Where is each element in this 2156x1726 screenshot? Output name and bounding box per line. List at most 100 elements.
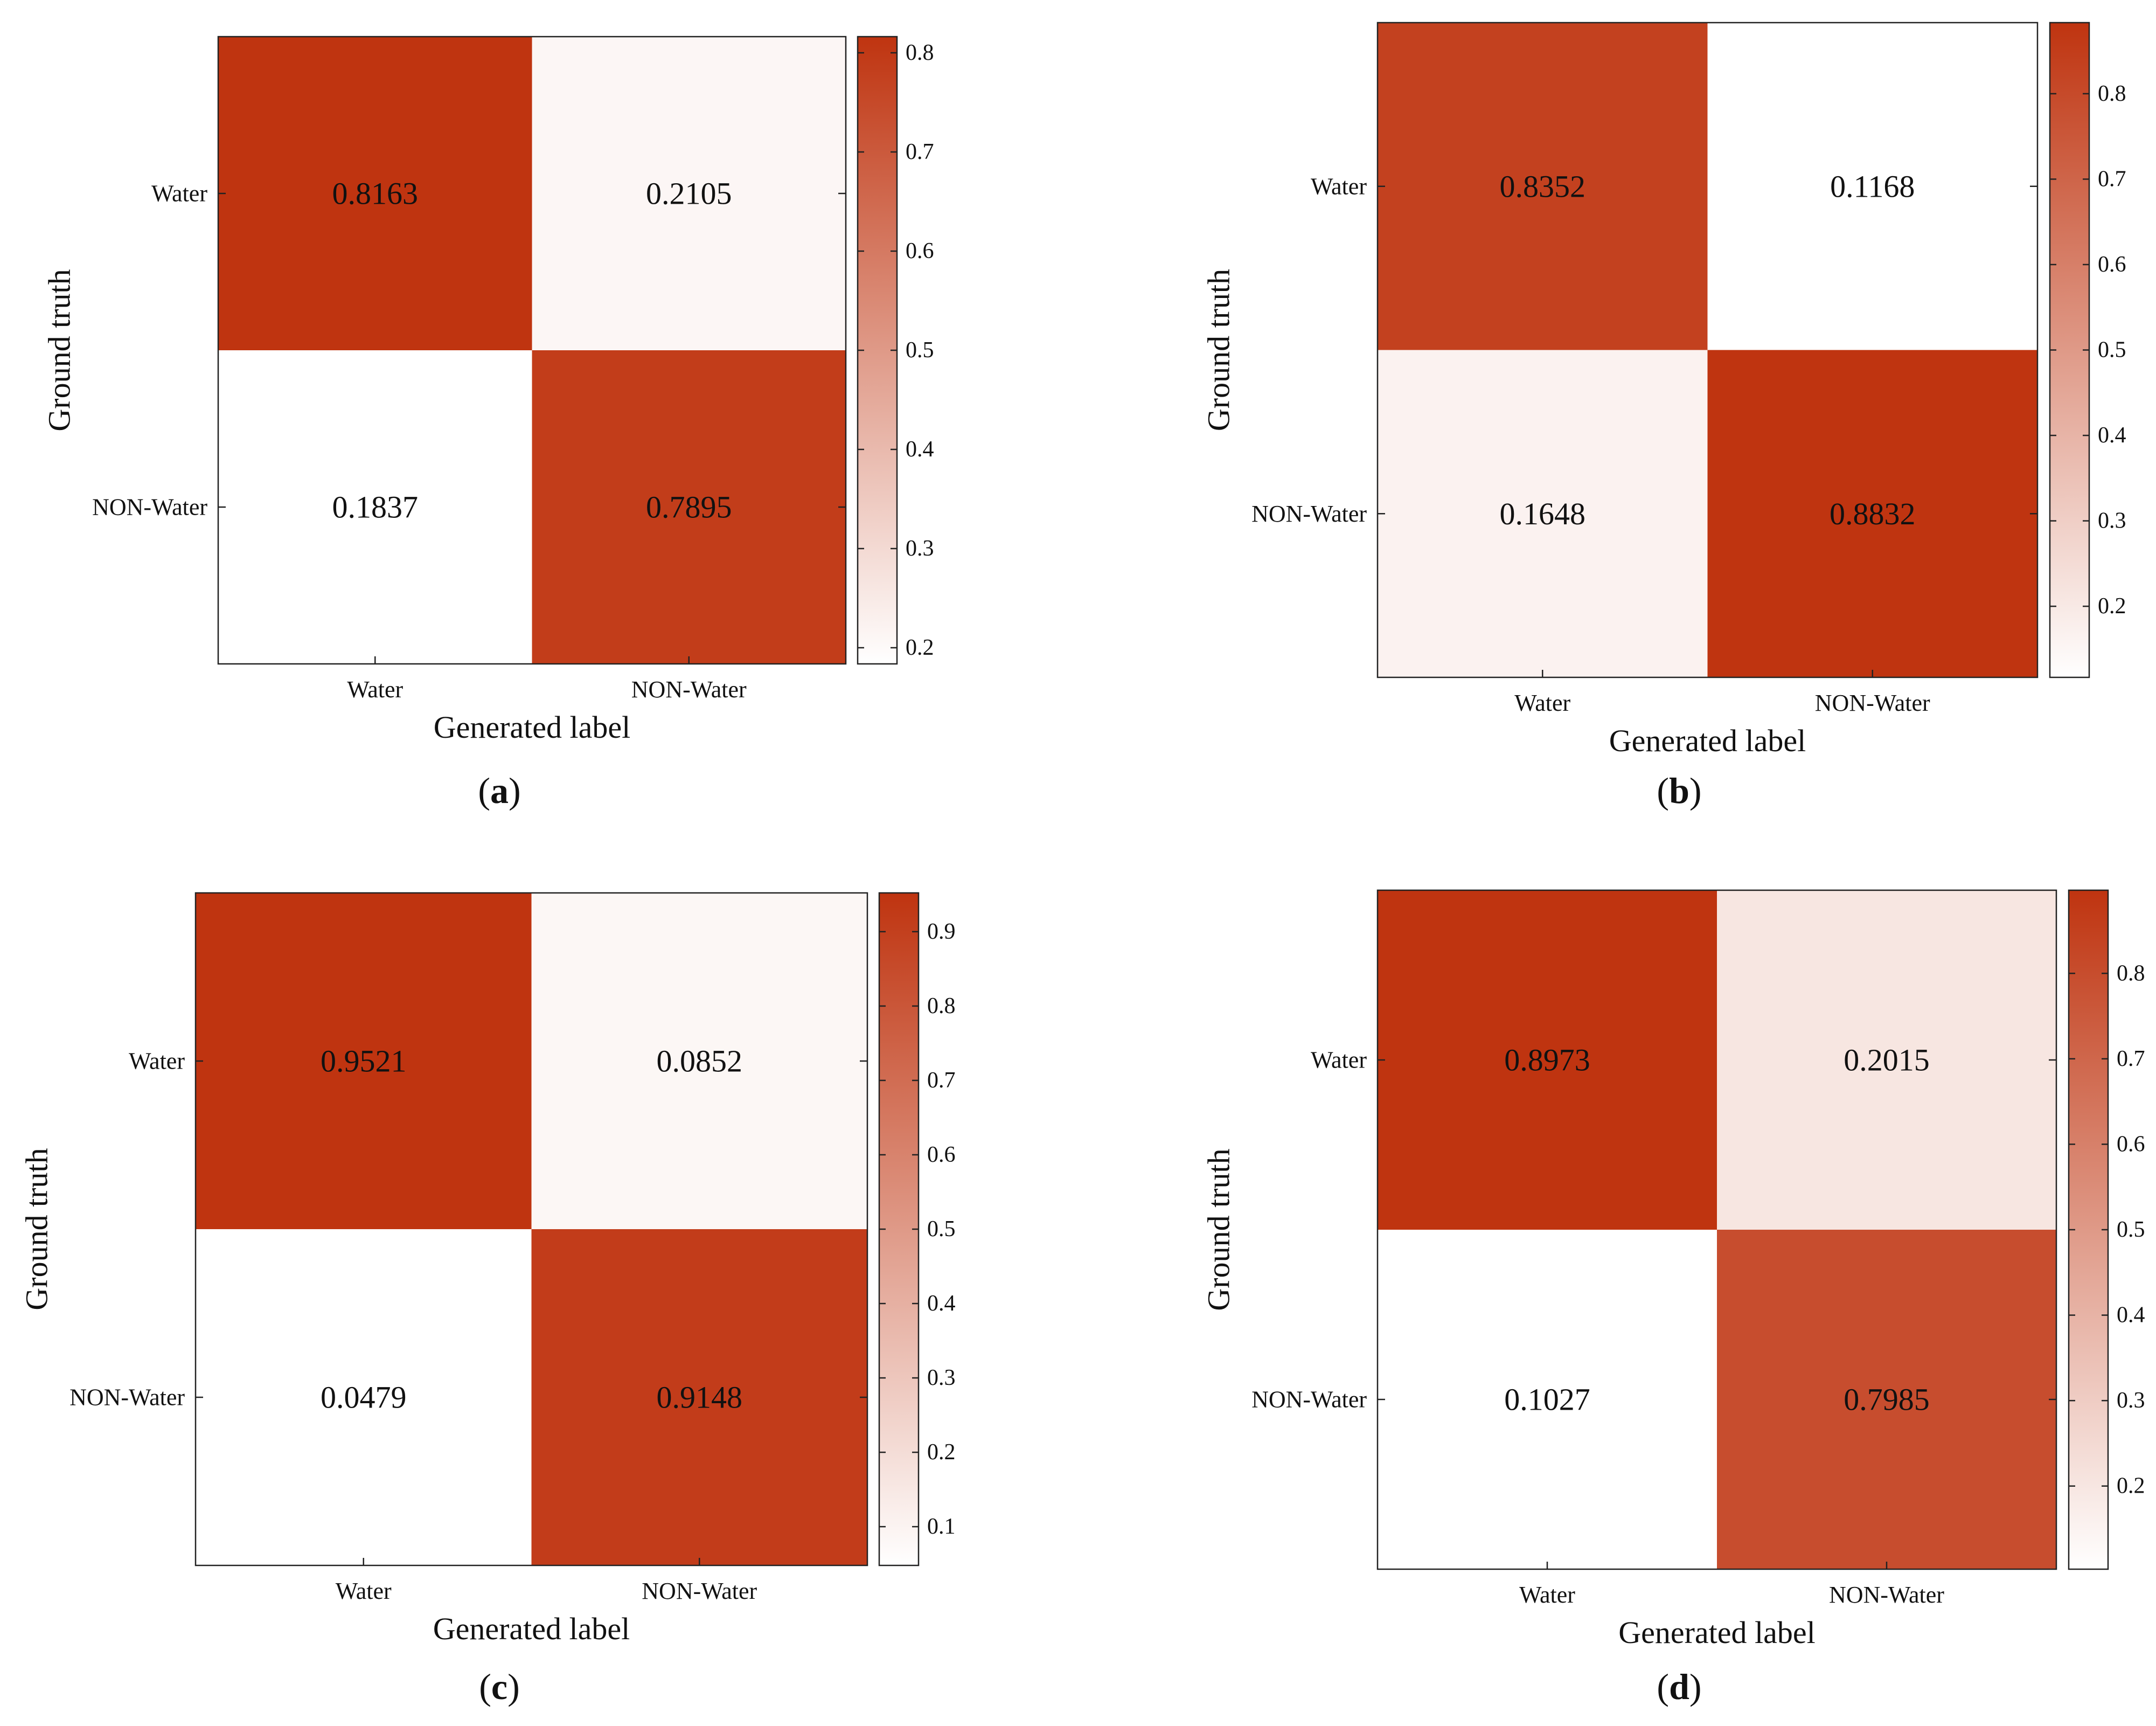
y-axis-label-a: Ground truth bbox=[42, 269, 77, 431]
cell-value-b-r1-c1: 0.8832 bbox=[1830, 496, 1916, 531]
cell-value-a-r1-c0: 0.1837 bbox=[332, 490, 419, 525]
colorbar-tick-label-c-7: 0.8 bbox=[927, 994, 956, 1018]
heatmap-cell-a-r1-c0 bbox=[218, 350, 532, 664]
colorbar-tick-label-d-0: 0.2 bbox=[2117, 1474, 2145, 1499]
cell-value-c-r1-c1: 0.9148 bbox=[657, 1380, 743, 1415]
colorbar-tick-label-b-5: 0.7 bbox=[2098, 167, 2126, 191]
colorbar-a bbox=[858, 37, 897, 664]
colorbar-tick-label-d-6: 0.8 bbox=[2117, 961, 2145, 986]
x-tick-label-d-0: Water bbox=[1519, 1582, 1575, 1608]
panel-label-b: (b) bbox=[1657, 770, 1701, 811]
heatmap-cell-c-r1-c1 bbox=[531, 1229, 867, 1565]
heatmap-panel-b: 0.8352 0.1168 0.1648 0.8832 Water NON-Water Wa… bbox=[1201, 22, 2126, 811]
colorbar-tick-label-a-5: 0.7 bbox=[906, 140, 934, 164]
heatmap-cell-c-r1-c0 bbox=[196, 1229, 532, 1565]
heatmap-cell-b-r1-c0 bbox=[1378, 350, 1708, 677]
y-tick-label-b-0: Water bbox=[1311, 173, 1367, 199]
colorbar-tick-label-c-0: 0.1 bbox=[927, 1514, 956, 1539]
colorbar-tick-label-d-2: 0.4 bbox=[2117, 1303, 2145, 1328]
colorbar-tick-label-d-1: 0.3 bbox=[2117, 1388, 2145, 1413]
heatmap-cell-a-r0-c1 bbox=[532, 37, 846, 350]
colorbar-tick-label-b-6: 0.8 bbox=[2098, 81, 2126, 106]
colorbar-tick-label-b-3: 0.5 bbox=[2098, 338, 2126, 363]
heatmap-cell-b-r1-c1 bbox=[1707, 350, 2037, 677]
y-tick-label-d-0: Water bbox=[1311, 1047, 1367, 1073]
colorbar-tick-label-c-2: 0.3 bbox=[927, 1365, 956, 1390]
y-tick-label-c-0: Water bbox=[129, 1048, 185, 1075]
colorbar-tick-label-a-4: 0.6 bbox=[906, 239, 934, 264]
cell-value-d-r0-c1: 0.2015 bbox=[1844, 1043, 1930, 1078]
x-tick-label-b-1: NON-Water bbox=[1815, 690, 1930, 716]
x-tick-label-c-0: Water bbox=[336, 1578, 392, 1604]
heatmap-panel-a: 0.8163 0.2105 0.1837 0.7895 Water NON-Water Wa… bbox=[42, 36, 934, 811]
heatmap-cell-b-r0-c0 bbox=[1378, 23, 1708, 350]
x-tick-label-a-0: Water bbox=[347, 676, 403, 703]
colorbar-tick-label-d-4: 0.6 bbox=[2117, 1132, 2145, 1156]
y-tick-label-b-1: NON-Water bbox=[1251, 501, 1367, 527]
colorbar-d bbox=[2069, 890, 2108, 1569]
heatmap-cell-a-r1-c1 bbox=[532, 350, 846, 664]
heatmap-cell-d-r0-c1 bbox=[1717, 890, 2056, 1230]
colorbar-tick-label-a-2: 0.4 bbox=[906, 437, 934, 462]
x-axis-label-a: Generated label bbox=[434, 710, 631, 745]
colorbar-tick-label-c-4: 0.5 bbox=[927, 1217, 956, 1242]
x-axis-label-d: Generated label bbox=[1618, 1615, 1816, 1650]
heatmap-panel-d: 0.8973 0.2015 0.1027 0.7985 Water NON-Water Wa… bbox=[1201, 889, 2145, 1707]
x-tick-label-d-1: NON-Water bbox=[1829, 1582, 1944, 1608]
x-tick-label-c-1: NON-Water bbox=[642, 1578, 757, 1604]
heatmap-panel-c: 0.9521 0.0852 0.0479 0.9148 Water NON-Water Wa… bbox=[19, 892, 956, 1707]
colorbar-tick-label-c-1: 0.2 bbox=[927, 1440, 956, 1465]
cell-value-a-r1-c1: 0.7895 bbox=[646, 490, 732, 525]
colorbar-tick-label-c-6: 0.7 bbox=[927, 1068, 956, 1093]
cell-value-a-r0-c1: 0.2105 bbox=[646, 176, 732, 211]
colorbar-tick-label-c-5: 0.6 bbox=[927, 1142, 956, 1167]
x-tick-label-b-0: Water bbox=[1514, 690, 1570, 716]
cell-value-c-r0-c0: 0.9521 bbox=[321, 1044, 407, 1079]
y-tick-label-a-1: NON-Water bbox=[92, 494, 207, 521]
y-axis-label-c: Ground truth bbox=[19, 1148, 54, 1310]
panel-label-c: (c) bbox=[479, 1666, 520, 1707]
cell-value-a-r0-c0: 0.8163 bbox=[332, 176, 419, 211]
colorbar-tick-label-a-0: 0.2 bbox=[906, 635, 934, 660]
y-axis-label-d: Ground truth bbox=[1201, 1148, 1236, 1311]
cell-value-d-r1-c0: 0.1027 bbox=[1504, 1382, 1590, 1417]
heatmap-cell-a-r0-c0 bbox=[218, 37, 532, 350]
colorbar-tick-label-c-8: 0.9 bbox=[927, 919, 956, 944]
cell-value-c-r0-c1: 0.0852 bbox=[657, 1044, 743, 1079]
colorbar-tick-label-c-3: 0.4 bbox=[927, 1291, 956, 1316]
colorbar-tick-label-d-5: 0.7 bbox=[2117, 1046, 2145, 1071]
cell-value-d-r1-c1: 0.7985 bbox=[1844, 1382, 1930, 1417]
panel-label-a: (a) bbox=[478, 770, 520, 811]
plot-frame-b bbox=[1376, 22, 2039, 678]
colorbar-tick-label-d-3: 0.5 bbox=[2117, 1217, 2145, 1242]
y-tick-label-d-1: NON-Water bbox=[1251, 1387, 1367, 1413]
colorbar-tick-label-b-4: 0.6 bbox=[2098, 252, 2126, 277]
heatmap-cell-d-r1-c1 bbox=[1717, 1230, 2056, 1569]
panel-label-d: (d) bbox=[1657, 1666, 1701, 1707]
x-tick-label-a-1: NON-Water bbox=[631, 676, 747, 703]
cell-value-b-r0-c1: 0.1168 bbox=[1830, 169, 1915, 204]
cell-value-d-r0-c0: 0.8973 bbox=[1504, 1043, 1590, 1078]
heatmap-cell-d-r1-c0 bbox=[1378, 1230, 1717, 1569]
y-tick-label-a-0: Water bbox=[151, 181, 207, 207]
cell-value-b-r0-c0: 0.8352 bbox=[1500, 169, 1586, 204]
plot-frame-d bbox=[1376, 889, 2057, 1570]
heatmap-cell-c-r0-c0 bbox=[196, 893, 532, 1229]
x-axis-label-c: Generated label bbox=[433, 1611, 630, 1646]
colorbar-tick-label-b-2: 0.4 bbox=[2098, 423, 2126, 448]
heatmap-cell-b-r0-c1 bbox=[1707, 23, 2037, 350]
plot-frame-a bbox=[217, 36, 847, 665]
colorbar-tick-label-b-1: 0.3 bbox=[2098, 509, 2126, 533]
plot-frame-c bbox=[194, 892, 868, 1566]
heatmap-cell-c-r0-c1 bbox=[531, 893, 867, 1229]
colorbar-tick-label-a-6: 0.8 bbox=[906, 40, 934, 65]
heatmap-cell-d-r0-c0 bbox=[1378, 890, 1717, 1230]
y-axis-label-b: Ground truth bbox=[1201, 269, 1236, 431]
cell-value-c-r1-c0: 0.0479 bbox=[321, 1380, 407, 1415]
x-axis-label-b: Generated label bbox=[1609, 723, 1806, 758]
colorbar-tick-label-a-1: 0.3 bbox=[906, 536, 934, 561]
colorbar-tick-label-a-3: 0.5 bbox=[906, 338, 934, 363]
y-tick-label-c-1: NON-Water bbox=[69, 1384, 185, 1411]
colorbar-c bbox=[879, 893, 919, 1565]
